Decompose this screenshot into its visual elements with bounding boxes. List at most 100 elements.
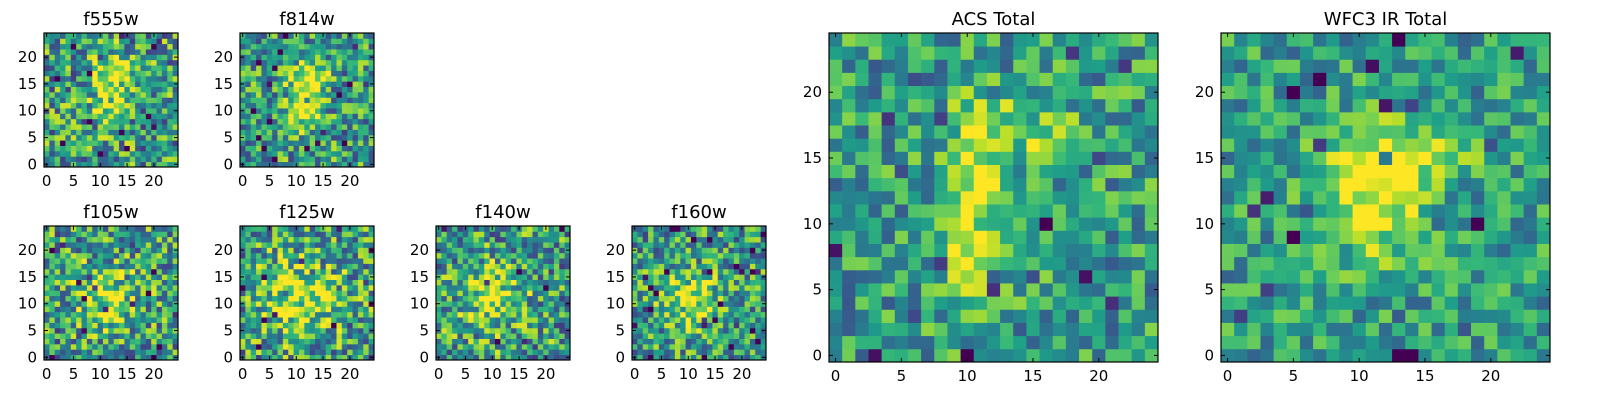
heatmap-cell (256, 70, 262, 77)
heatmap-cell (1118, 59, 1133, 73)
heatmap-cell (172, 75, 179, 82)
heatmap-cell (368, 118, 375, 125)
heatmap-cell (70, 301, 77, 307)
heatmap-cell (65, 284, 72, 291)
heatmap-cell (717, 263, 724, 270)
heatmap-cell (755, 322, 762, 329)
heatmap-cell (156, 317, 163, 323)
heatmap-cell (250, 338, 257, 345)
heatmap-cell (484, 354, 490, 361)
heatmap-cell (744, 322, 751, 329)
heatmap-cell (347, 284, 353, 291)
heatmap-cell (124, 236, 131, 243)
heatmap-cell (521, 317, 528, 323)
heatmap-cell (60, 242, 66, 248)
heatmap-cell (505, 327, 512, 334)
heatmap-cell (755, 258, 762, 264)
heatmap-cell (728, 226, 735, 232)
heatmap-cell (1365, 164, 1380, 179)
heatmap-cell (92, 75, 98, 82)
heatmap-cell (947, 256, 961, 271)
heatmap-cell (553, 301, 560, 307)
heatmap-cell (680, 258, 686, 264)
heatmap-cell (1471, 309, 1485, 323)
heatmap-cell (1497, 164, 1511, 179)
heatmap-cell (368, 86, 375, 93)
heatmap-cell (156, 43, 163, 50)
heatmap-cell (129, 252, 136, 259)
heatmap-cell (559, 242, 566, 248)
heatmap-cell (749, 231, 756, 238)
heatmap-cell (97, 54, 104, 61)
heatmap-cell (674, 343, 681, 350)
heatmap-cell (156, 327, 163, 334)
heatmap-cell (245, 65, 252, 71)
heatmap-cell (76, 134, 82, 141)
heatmap-cell (973, 33, 988, 47)
heatmap-cell (452, 268, 458, 275)
heatmap-cell (658, 301, 665, 307)
heatmap-cell (1313, 230, 1327, 244)
heatmap-cell (436, 306, 442, 313)
heatmap-cell (973, 85, 988, 100)
heatmap-cell (363, 129, 370, 136)
heatmap-cell (331, 247, 337, 254)
heatmap-cell (521, 311, 528, 318)
heatmap-cell (341, 349, 348, 356)
heatmap-cell (473, 252, 480, 259)
heatmap-cell (701, 311, 708, 318)
heatmap-cell (135, 333, 141, 339)
heatmap-cell (161, 129, 168, 136)
heatmap-cell (357, 124, 364, 130)
heatmap-cell (70, 59, 77, 66)
heatmap-cell (304, 43, 311, 50)
heatmap-cell (881, 190, 896, 205)
heatmap-cell (452, 322, 458, 329)
heatmap-cell (707, 343, 713, 350)
y-tick-label: 5 (27, 322, 37, 340)
heatmap-cell (723, 338, 729, 345)
heatmap-cell (331, 86, 337, 93)
heatmap-cell (49, 252, 56, 259)
heatmap-cell (256, 97, 262, 104)
heatmap-cell (151, 54, 157, 61)
heatmap-cell (1118, 230, 1133, 244)
heatmap-cell (352, 81, 359, 87)
heatmap-cell (1286, 243, 1301, 258)
heatmap-cell (156, 145, 163, 152)
heatmap-cell (357, 268, 364, 275)
heatmap-cell (86, 327, 93, 334)
heatmap-cell (151, 150, 157, 157)
heatmap-cell (1092, 283, 1106, 297)
heatmap-cell (532, 279, 539, 286)
heatmap-cell (315, 252, 321, 259)
heatmap-cell (1260, 309, 1275, 323)
heatmap-cell (739, 268, 745, 275)
heatmap-cell (288, 263, 294, 270)
heatmap-cell (907, 46, 922, 60)
heatmap-cell (288, 65, 294, 71)
heatmap-cell (256, 268, 262, 275)
heatmap-cell (1431, 164, 1446, 179)
heatmap-cell (1105, 296, 1119, 310)
heatmap-cell (135, 38, 141, 45)
heatmap-cell (124, 231, 131, 238)
x-tick-label: 15 (118, 172, 137, 190)
heatmap-cell (494, 322, 501, 329)
heatmap-cell (868, 98, 883, 113)
heatmap-cell (1247, 204, 1261, 218)
heatmap-cell (842, 125, 856, 139)
heatmap-cell (156, 118, 163, 125)
heatmap-cell (325, 343, 332, 350)
heatmap-cell (97, 322, 104, 329)
heatmap-cell (973, 269, 988, 284)
heatmap-cell (60, 263, 66, 270)
heatmap-cell (1000, 33, 1014, 47)
heatmap-cell (172, 43, 179, 50)
heatmap-cell (102, 274, 109, 280)
heatmap-cell (527, 343, 533, 350)
heatmap-cell (1092, 98, 1106, 113)
heatmap-cell (309, 317, 316, 323)
heatmap-cell (1405, 283, 1419, 297)
heatmap-cell (473, 295, 480, 302)
